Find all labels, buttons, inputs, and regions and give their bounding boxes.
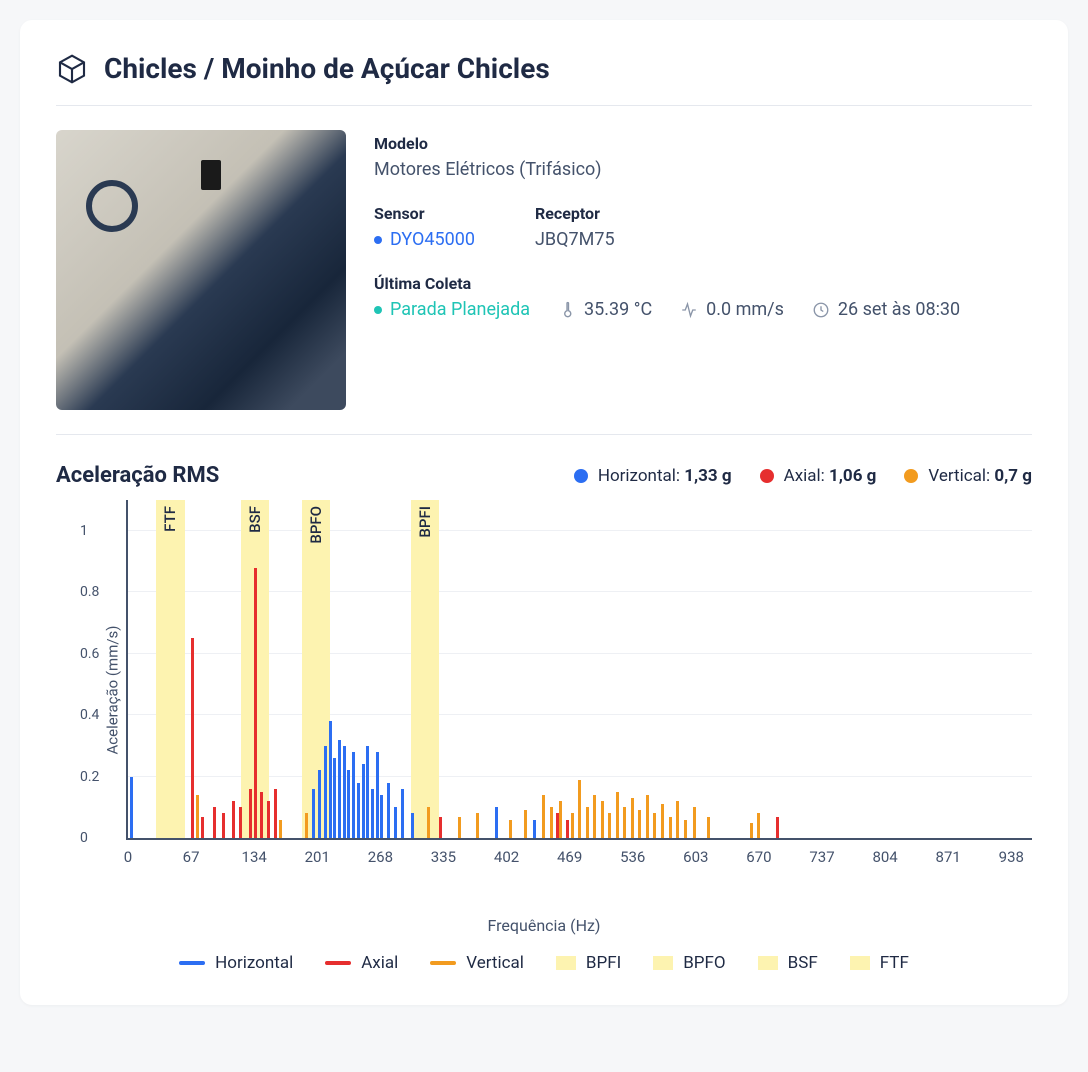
sensor-value: DYO45000 [390, 229, 475, 250]
sensor-link[interactable]: DYO45000 [374, 229, 475, 250]
timestamp-metric: 26 set às 08:30 [812, 299, 960, 320]
legend-item: Axial: 1,06 g [760, 466, 877, 486]
model-value: Motores Elétricos (Trifásico) [374, 159, 1032, 180]
info-section: Modelo Motores Elétricos (Trifásico) Sen… [56, 106, 1032, 435]
asset-photo [56, 130, 346, 410]
legend-item: BPFO [653, 953, 725, 973]
clock-icon [812, 301, 830, 319]
x-axis-label: Frequência (Hz) [56, 916, 1032, 935]
temperature-metric: 35.39 °C [558, 299, 652, 320]
chart-title: Aceleração RMS [56, 463, 219, 488]
legend-item: Vertical [430, 953, 524, 973]
legend-item: Horizontal [179, 953, 293, 973]
receptor-field: Receptor JBQ7M75 [535, 204, 615, 250]
chart-legend-bottom: Horizontal Axial Vertical BPFI BPFO BSF FTF [56, 953, 1032, 973]
last-collection-label: Última Coleta [374, 274, 1032, 293]
info-fields: Modelo Motores Elétricos (Trifásico) Sen… [374, 130, 1032, 410]
card-header: Chicles / Moinho de Açúcar Chicles [56, 52, 1032, 106]
chart-plot[interactable]: 00.20.40.60.81FTFBSFBPFOBPFI067134201268… [126, 500, 1032, 840]
cube-icon [56, 53, 88, 85]
chart-section: Aceleração RMS Horizontal: 1,33 g Axial: … [56, 435, 1032, 973]
status-badge: Parada Planejada [374, 299, 530, 320]
sensor-label: Sensor [374, 204, 475, 223]
model-label: Modelo [374, 134, 1032, 153]
chart-area: Aceleração (mm/s) 00.20.40.60.81FTFBSFBP… [56, 500, 1032, 880]
last-collection-field: Última Coleta Parada Planejada 35.39 °C … [374, 274, 1032, 320]
status-text: Parada Planejada [390, 299, 530, 320]
activity-icon [680, 301, 698, 319]
status-dot-icon [374, 306, 382, 314]
legend-item: Horizontal: 1,33 g [574, 466, 732, 486]
legend-item: BPFI [556, 953, 621, 973]
page-title: Chicles / Moinho de Açúcar Chicles [104, 52, 550, 85]
receptor-label: Receptor [535, 204, 615, 223]
velocity-value: 0.0 mm/s [706, 299, 784, 320]
velocity-metric: 0.0 mm/s [680, 299, 784, 320]
legend-item: Axial [325, 953, 398, 973]
sensor-dot-icon [374, 236, 382, 244]
temperature-value: 35.39 °C [584, 299, 652, 320]
legend-item: FTF [850, 953, 909, 973]
fault-band: BPFI [411, 500, 439, 838]
y-axis-label: Aceleração (mm/s) [104, 625, 122, 754]
thermometer-icon [558, 301, 576, 319]
asset-card: Chicles / Moinho de Açúcar Chicles Model… [20, 20, 1068, 1005]
model-field: Modelo Motores Elétricos (Trifásico) [374, 134, 1032, 180]
receptor-value: JBQ7M75 [535, 229, 615, 250]
fault-band: FTF [156, 500, 184, 838]
sensor-field: Sensor DYO45000 [374, 204, 475, 250]
legend-item: Vertical: 0,7 g [904, 466, 1032, 486]
legend-item: BSF [758, 953, 818, 973]
chart-legend-top: Horizontal: 1,33 g Axial: 1,06 g Vertical:… [574, 466, 1032, 486]
timestamp-value: 26 set às 08:30 [838, 299, 960, 320]
